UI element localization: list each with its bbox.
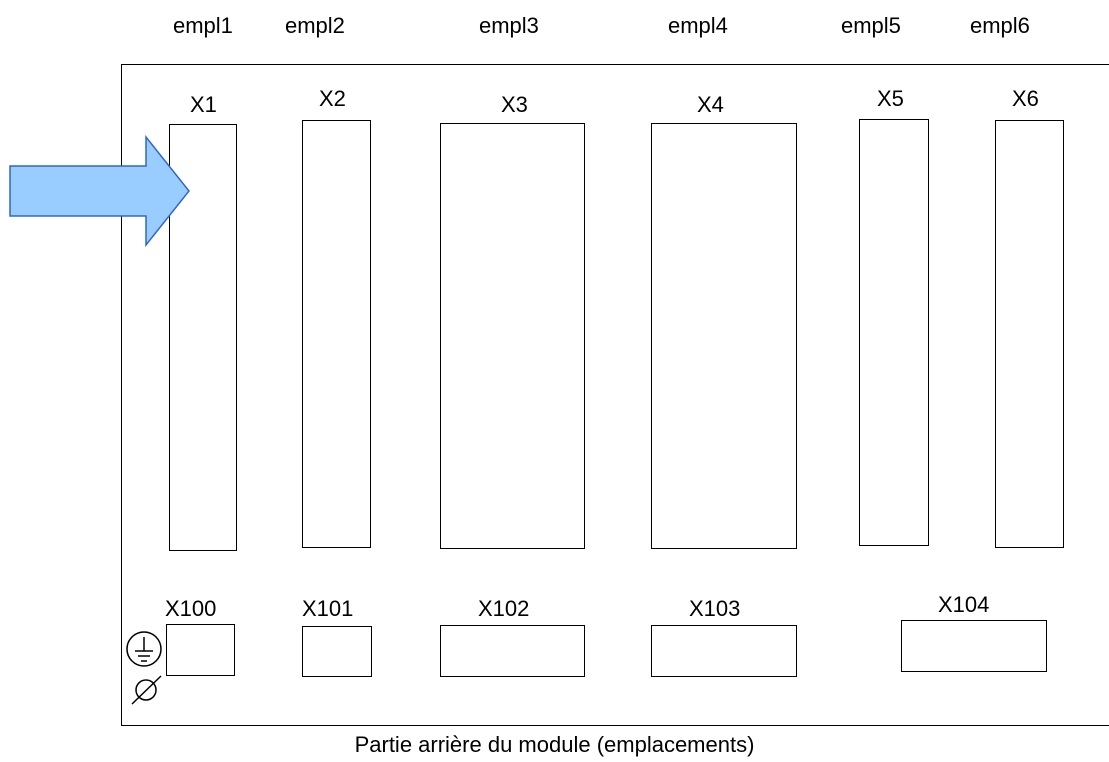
slot-label-empl2: empl2 (285, 13, 345, 38)
connector-label-x2: X2 (319, 86, 346, 111)
ground-icon (126, 631, 162, 667)
connector-label-x5: X5 (877, 86, 904, 111)
connector-label-x4: X4 (697, 92, 724, 117)
connector-x101 (302, 626, 372, 677)
slot-label-empl4: empl4 (668, 13, 728, 38)
connector-label-x100: X100 (165, 596, 217, 621)
connector-x102 (440, 625, 585, 677)
arrow-right-icon (9, 134, 190, 248)
connector-label-x3: X3 (501, 92, 528, 117)
diameter-icon (131, 675, 162, 705)
slot-label-empl6: empl6 (970, 13, 1030, 38)
connector-x5 (859, 119, 929, 546)
connector-label-x101: X101 (302, 596, 354, 621)
slot-label-empl3: empl3 (479, 13, 539, 38)
slot-label-empl5: empl5 (841, 13, 901, 38)
connector-x2 (302, 120, 371, 548)
connector-x6 (995, 120, 1064, 548)
module-rear-panel (121, 64, 1109, 726)
slot-label-empl1: empl1 (173, 13, 233, 38)
connector-x103 (651, 625, 797, 677)
connector-x4 (651, 123, 797, 549)
connector-label-x6: X6 (1012, 86, 1039, 111)
connector-x104 (901, 620, 1047, 672)
connector-label-x102: X102 (478, 596, 530, 621)
connector-label-x104: X104 (938, 592, 990, 617)
connector-x3 (440, 123, 585, 549)
connector-label-x103: X103 (689, 596, 741, 621)
connector-label-x1: X1 (190, 92, 217, 117)
connector-x100 (166, 624, 235, 676)
diagram-caption: Partie arrière du module (emplacements) (354, 732, 755, 757)
